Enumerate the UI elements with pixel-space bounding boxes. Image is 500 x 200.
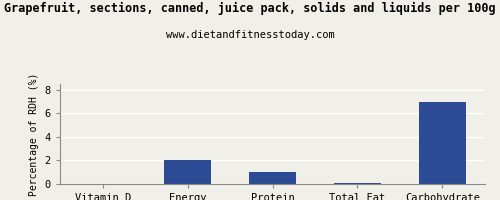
Text: Grapefruit, sections, canned, juice pack, solids and liquids per 100g: Grapefruit, sections, canned, juice pack… <box>4 2 496 15</box>
Bar <box>334 183 381 184</box>
Y-axis label: Percentage of RDH (%): Percentage of RDH (%) <box>29 72 39 196</box>
Text: www.dietandfitnesstoday.com: www.dietandfitnesstoday.com <box>166 30 334 40</box>
Bar <box>249 172 296 184</box>
Bar <box>419 102 466 184</box>
Bar <box>164 160 211 184</box>
